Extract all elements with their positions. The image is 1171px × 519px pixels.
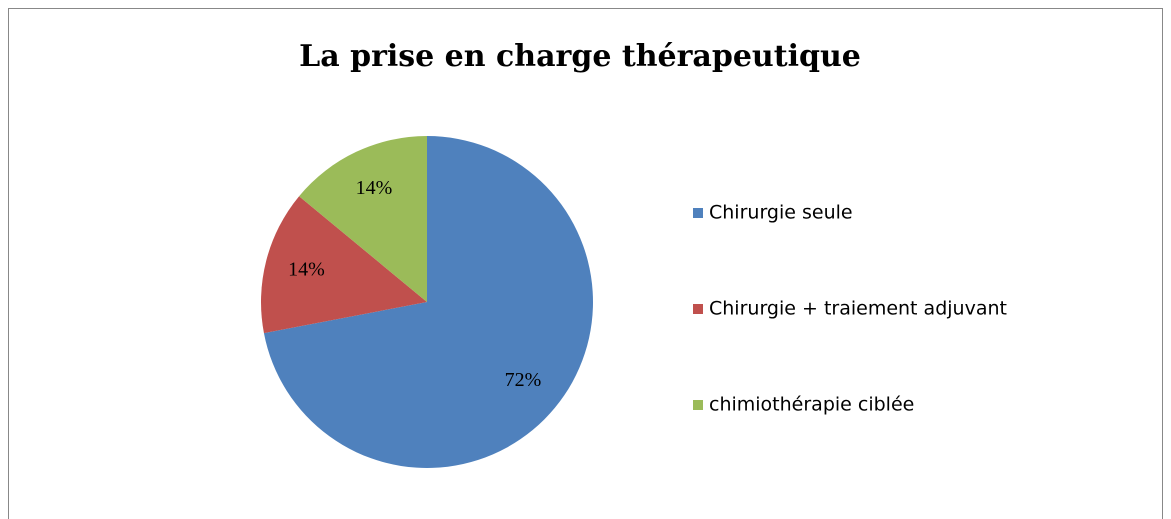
legend-swatch bbox=[693, 400, 703, 410]
pie-slice bbox=[260, 196, 427, 334]
pie-slice bbox=[263, 136, 593, 468]
data-label: 14% bbox=[356, 177, 393, 199]
legend-label: Chirurgie seule bbox=[709, 202, 853, 224]
chart-title: La prise en charge thérapeutique bbox=[299, 39, 861, 74]
legend-label: Chirurgie + traiement adjuvant bbox=[709, 298, 1007, 320]
data-label: 14% bbox=[288, 259, 325, 281]
pie-slice bbox=[299, 136, 427, 302]
legend-label: chimiothérapie ciblée bbox=[709, 394, 914, 416]
legend-swatch bbox=[693, 208, 703, 218]
data-label: 72% bbox=[505, 369, 542, 391]
legend-swatch bbox=[693, 304, 703, 314]
